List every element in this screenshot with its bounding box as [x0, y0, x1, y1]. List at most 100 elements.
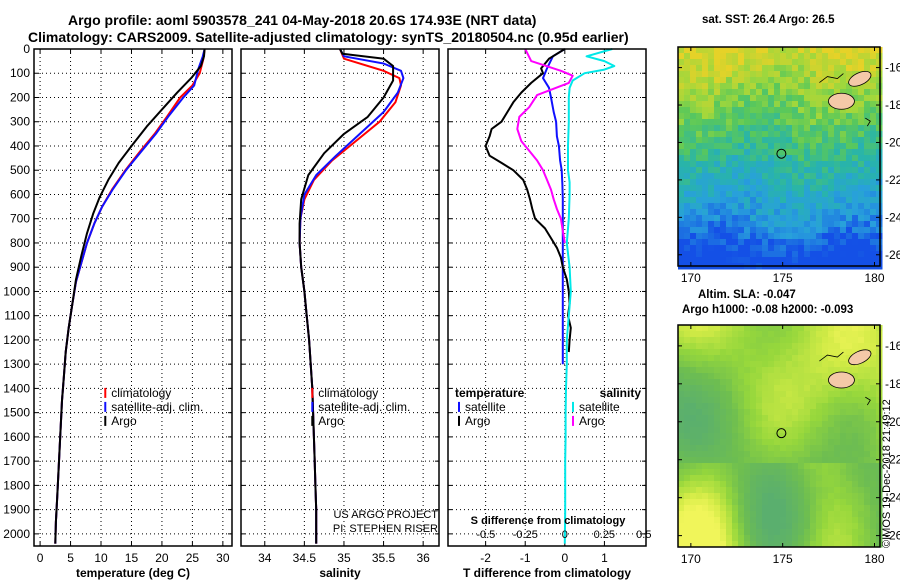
- y-tick-label: 300: [10, 115, 30, 129]
- map-cell: [834, 185, 841, 192]
- map-cell: [840, 173, 847, 180]
- map-cell: [708, 487, 715, 494]
- series-line: [484, 48, 572, 353]
- map-cell: [852, 439, 859, 446]
- map-cell: [714, 379, 721, 386]
- map-cell: [738, 463, 745, 470]
- map-cell: [690, 101, 697, 108]
- map-cell: [852, 149, 859, 156]
- map-cell: [714, 523, 721, 530]
- map-cell: [708, 59, 715, 66]
- map-cell: [852, 167, 859, 174]
- map-cell: [834, 421, 841, 428]
- map-cell: [762, 119, 769, 126]
- map-cell: [834, 119, 841, 126]
- map-cell: [678, 403, 685, 410]
- map-cell: [726, 451, 733, 458]
- map-cell: [834, 209, 841, 216]
- map-cell: [774, 433, 781, 440]
- map-cell: [684, 403, 691, 410]
- map-cell: [702, 499, 709, 506]
- map-cell: [726, 355, 733, 362]
- map-cell: [858, 337, 865, 344]
- map-cell: [846, 53, 853, 60]
- map-cell: [690, 463, 697, 470]
- map-cell: [678, 125, 685, 132]
- map-cell: [840, 535, 847, 542]
- map-cell: [774, 95, 781, 102]
- map-cell: [822, 53, 829, 60]
- map-cell: [792, 469, 799, 476]
- map-cell: [690, 113, 697, 120]
- map-cell: [864, 463, 871, 470]
- map-cell: [804, 191, 811, 198]
- map-cell: [828, 227, 835, 234]
- map-cell: [696, 119, 703, 126]
- map-cell: [780, 149, 787, 156]
- map-cell: [852, 131, 859, 138]
- map-cell: [852, 349, 859, 356]
- map-cell: [828, 251, 835, 258]
- map-cell: [780, 71, 787, 78]
- map-cell: [804, 469, 811, 476]
- map-cell: [792, 409, 799, 416]
- map-cell: [744, 215, 751, 222]
- map-cell: [756, 71, 763, 78]
- map-cell: [798, 77, 805, 84]
- map-cell: [816, 137, 823, 144]
- map-cell: [768, 191, 775, 198]
- map-cell: [846, 433, 853, 440]
- map-cell: [852, 197, 859, 204]
- map-cell: [774, 325, 781, 332]
- map-cell: [828, 403, 835, 410]
- map-cell: [786, 107, 793, 114]
- map-cell: [834, 155, 841, 162]
- map-cell: [804, 197, 811, 204]
- map-cell: [756, 215, 763, 222]
- map-cell: [678, 325, 685, 332]
- map-cell: [696, 125, 703, 132]
- map-cell: [726, 77, 733, 84]
- map-cell: [756, 77, 763, 84]
- map-cell: [834, 325, 841, 332]
- map-cell: [696, 445, 703, 452]
- map-cell: [846, 421, 853, 428]
- map-cell: [840, 445, 847, 452]
- map-cell: [732, 415, 739, 422]
- map-cell: [798, 233, 805, 240]
- map-cell: [684, 397, 691, 404]
- map-cell: [732, 101, 739, 108]
- map-cell: [792, 119, 799, 126]
- map-cell: [810, 499, 817, 506]
- map-cell: [798, 439, 805, 446]
- map-cell: [846, 445, 853, 452]
- map-cell: [708, 403, 715, 410]
- map-cell: [852, 457, 859, 464]
- map-cell: [846, 245, 853, 252]
- map-cell: [828, 65, 835, 72]
- map-cell: [684, 511, 691, 518]
- map-cell: [702, 239, 709, 246]
- map-cell: [840, 469, 847, 476]
- map-cell: [732, 361, 739, 368]
- map-cell: [834, 499, 841, 506]
- map-cell: [864, 409, 871, 416]
- map-cell: [684, 541, 691, 548]
- map-cell: [738, 433, 745, 440]
- map-cell: [852, 47, 859, 54]
- map-cell: [726, 373, 733, 380]
- map-cell: [834, 197, 841, 204]
- map-cell: [678, 433, 685, 440]
- map-cell: [780, 337, 787, 344]
- map-cell: [840, 541, 847, 548]
- map-cell: [864, 191, 871, 198]
- map-cell: [840, 517, 847, 524]
- map-cell: [720, 397, 727, 404]
- map-cell: [786, 439, 793, 446]
- x-tick-label: 1: [601, 551, 608, 565]
- map-cell: [744, 427, 751, 434]
- map-cell: [738, 529, 745, 536]
- map-cell: [738, 367, 745, 374]
- map-cell: [852, 523, 859, 530]
- map-cell: [822, 227, 829, 234]
